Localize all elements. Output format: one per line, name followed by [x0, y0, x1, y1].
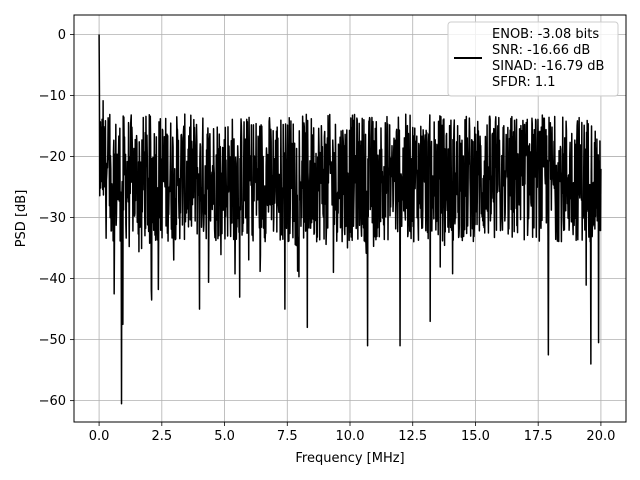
y-axis-ticks: 0 −10 −20 −30 −40 −50 −60 — [39, 28, 74, 409]
y-tick-label: −50 — [39, 333, 66, 348]
x-tick-label: 15.0 — [461, 429, 490, 444]
y-tick-label: 0 — [58, 28, 66, 43]
y-tick-label: −30 — [39, 211, 66, 226]
legend-snr: SNR: -16.66 dB — [492, 43, 590, 58]
psd-series-line — [98, 34, 602, 405]
series-layer — [98, 34, 602, 405]
legend-box — [447, 21, 619, 97]
y-tick-label: −60 — [39, 394, 66, 409]
x-axis-ticks: 0.0 2.5 5.0 7.5 10.0 12.5 15.0 17.5 20.0 — [89, 422, 615, 444]
y-tick-label: −20 — [39, 150, 66, 165]
legend-sinad: SINAD: -16.79 dB — [492, 59, 604, 74]
x-tick-label: 20.0 — [586, 429, 615, 444]
legend-sfdr: SFDR: 1.1 — [492, 75, 556, 90]
x-tick-label: 17.5 — [524, 429, 553, 444]
x-tick-label: 10.0 — [336, 429, 365, 444]
x-axis-label: Frequency [MHz] — [295, 451, 404, 466]
y-tick-label: −40 — [39, 272, 66, 287]
x-tick-label: 0.0 — [89, 429, 110, 444]
y-tick-label: −10 — [39, 89, 66, 104]
legend-enob: ENOB: -3.08 bits — [492, 27, 599, 42]
x-tick-label: 2.5 — [151, 429, 172, 444]
x-tick-label: 5.0 — [214, 429, 235, 444]
legend: ENOB: -3.08 bits SNR: -16.66 dB SINAD: -… — [447, 21, 619, 97]
x-tick-label: 7.5 — [277, 429, 298, 444]
x-tick-label: 12.5 — [398, 429, 427, 444]
y-axis-label: PSD [dB] — [14, 190, 29, 248]
